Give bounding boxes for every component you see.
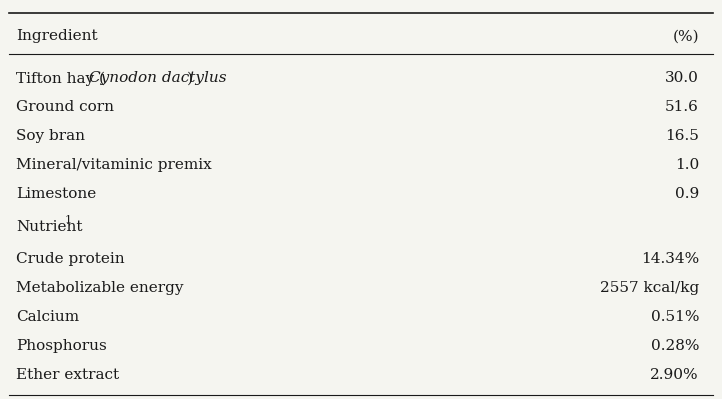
Text: Crude protein: Crude protein bbox=[16, 252, 124, 266]
Text: 2557 kcal/kg: 2557 kcal/kg bbox=[600, 281, 699, 295]
Text: Limestone: Limestone bbox=[16, 187, 96, 201]
Text: Calcium: Calcium bbox=[16, 310, 79, 324]
Text: 1: 1 bbox=[65, 215, 71, 225]
Text: 51.6: 51.6 bbox=[665, 100, 699, 114]
Text: Ether extract: Ether extract bbox=[16, 368, 119, 382]
Text: 16.5: 16.5 bbox=[665, 129, 699, 143]
Text: Phosphorus: Phosphorus bbox=[16, 339, 107, 353]
Text: (%): (%) bbox=[672, 30, 699, 43]
Text: 30.0: 30.0 bbox=[665, 71, 699, 85]
Text: Metabolizable energy: Metabolizable energy bbox=[16, 281, 183, 295]
Text: Soy bran: Soy bran bbox=[16, 129, 84, 143]
Text: Ground corn: Ground corn bbox=[16, 100, 114, 114]
Text: 0.9: 0.9 bbox=[675, 187, 699, 201]
Text: 0.28%: 0.28% bbox=[651, 339, 699, 353]
Text: ): ) bbox=[187, 71, 193, 85]
Text: Ingredient: Ingredient bbox=[16, 30, 97, 43]
Text: 2.90%: 2.90% bbox=[651, 368, 699, 382]
Text: Cynodon dactylus: Cynodon dactylus bbox=[89, 71, 227, 85]
Text: 14.34%: 14.34% bbox=[641, 252, 699, 266]
Text: Nutrient: Nutrient bbox=[16, 220, 82, 234]
Text: 0.51%: 0.51% bbox=[651, 310, 699, 324]
Text: Tifton hay (: Tifton hay ( bbox=[16, 71, 105, 85]
Text: Mineral/vitaminic premix: Mineral/vitaminic premix bbox=[16, 158, 212, 172]
Text: 1.0: 1.0 bbox=[675, 158, 699, 172]
